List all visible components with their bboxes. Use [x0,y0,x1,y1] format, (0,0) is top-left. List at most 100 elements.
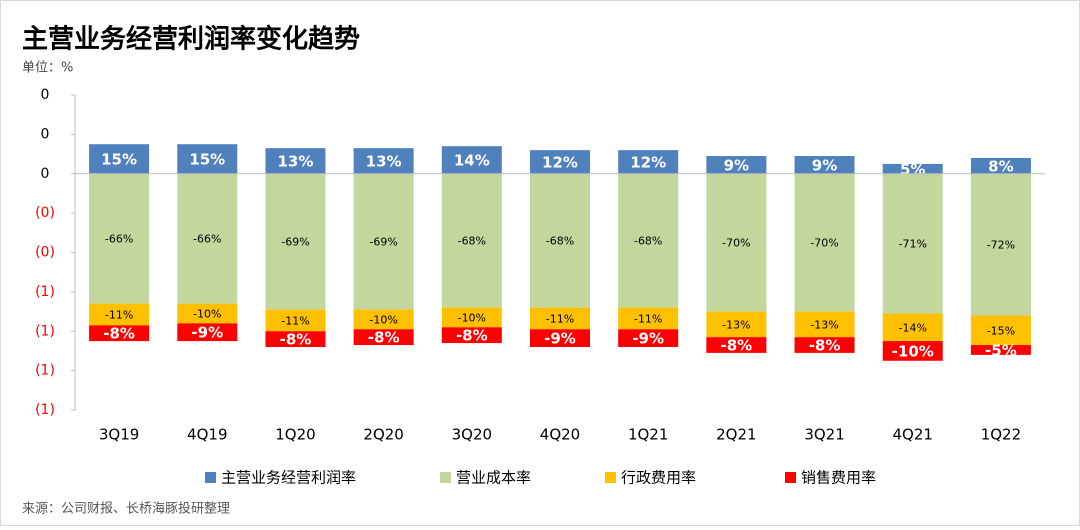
data-label: -11% [634,312,662,325]
legend-label: 行政费用率 [621,469,696,487]
data-label: 13% [366,152,402,170]
data-label: -72% [987,239,1015,252]
bar-segment [530,150,590,174]
bar-segment [265,331,326,347]
bar-segment [353,173,414,310]
bar-segment [177,303,238,324]
bar-segment [706,173,767,312]
data-label: -5% [985,341,1017,359]
data-label: -71% [899,238,927,251]
bar-segment [177,144,238,174]
legend-label: 主营业务经营利润率 [221,469,356,487]
x-tick-label: 1Q22 [981,426,1021,444]
y-tick-label: (0) [35,205,55,221]
y-tick-label: 0 [41,166,50,182]
legend-label: 营业成本率 [456,469,531,487]
bar-segment [618,329,679,347]
bar-segment [353,309,414,330]
bar-segment [794,311,855,338]
data-label: -8% [809,337,841,355]
bar-segment [441,307,502,328]
y-tick-label: 0 [41,126,50,142]
data-label: -8% [721,337,753,355]
data-label: 15% [189,150,225,168]
bar-segment [530,307,590,330]
bar-segment [970,315,1031,346]
unit-label: 单位：% [22,61,73,76]
bar-segment [970,158,1031,174]
legend-label: 销售费用率 [801,469,876,487]
bar-segment [265,309,326,332]
bar-segment [794,173,855,312]
bar-segment [882,341,943,361]
data-label: -10% [458,311,486,324]
bar-segment [794,156,855,174]
bar-segment [353,148,414,174]
data-label: -10% [193,308,221,321]
legend-swatch [785,472,796,483]
x-tick-label: 3Q21 [804,426,844,444]
bar-segment [265,148,326,174]
bar-segment [618,307,679,330]
data-label: -69% [281,236,309,249]
y-tick-label: 0 [41,87,50,103]
legend-swatch [605,472,616,483]
y-tick-label: (1) [35,363,55,379]
data-label: 14% [454,151,490,169]
bar-segment [89,144,150,174]
y-tick-label: (1) [35,323,55,339]
bar-segment [618,150,679,174]
bar-segment [794,337,855,353]
y-tick-label: (1) [35,284,55,300]
data-label: -68% [634,235,662,248]
x-tick-label: 2Q21 [716,426,756,444]
bar-segment [706,156,767,174]
data-label: -8% [103,325,135,343]
x-tick-label: 3Q19 [99,426,139,444]
data-label: -9% [632,330,664,348]
chart-title: 主营业务经营利润率变化趋势 [22,24,360,55]
data-label: -70% [810,237,838,250]
data-label: -68% [458,235,486,248]
data-label: 8% [988,157,1013,175]
bar-segment [353,329,414,346]
data-label: -66% [193,233,221,246]
x-tick-label: 1Q20 [275,426,315,444]
bar-segment [530,173,590,308]
bar-segment [882,313,943,342]
data-label: 12% [542,153,578,171]
x-tick-label: 1Q21 [628,426,668,444]
bar-segment [970,345,1031,355]
y-tick-label: (1) [35,402,55,418]
data-label: -8% [456,327,488,345]
data-label: -10% [369,313,397,326]
bar-segment [89,325,150,342]
bar-segment [265,173,326,310]
bar-segment [706,337,767,353]
bar-segment [882,163,943,174]
bar-segment [970,173,1031,316]
x-tick-label: 2Q20 [363,426,403,444]
data-label: -11% [105,309,133,322]
x-tick-label: 3Q20 [452,426,492,444]
bar-segment [441,327,502,344]
bar-segment [89,303,150,326]
x-tick-label: 4Q20 [540,426,580,444]
bar-segment [618,173,679,308]
data-label: -9% [191,324,223,342]
data-label: -11% [281,314,309,327]
data-label: -10% [892,342,934,360]
data-label: -13% [722,318,750,331]
data-label: -11% [546,312,574,325]
x-tick-label: 4Q19 [187,426,227,444]
data-label: -9% [544,330,576,348]
source-note: 来源：公司财报、长桥海豚投研整理 [22,501,230,517]
data-label: -8% [280,331,312,349]
bar-segment [177,323,238,342]
bar-segment [706,311,767,338]
data-label: -13% [810,318,838,331]
data-label: 15% [101,150,137,168]
data-label: -69% [369,236,397,249]
data-label: -8% [368,329,400,347]
